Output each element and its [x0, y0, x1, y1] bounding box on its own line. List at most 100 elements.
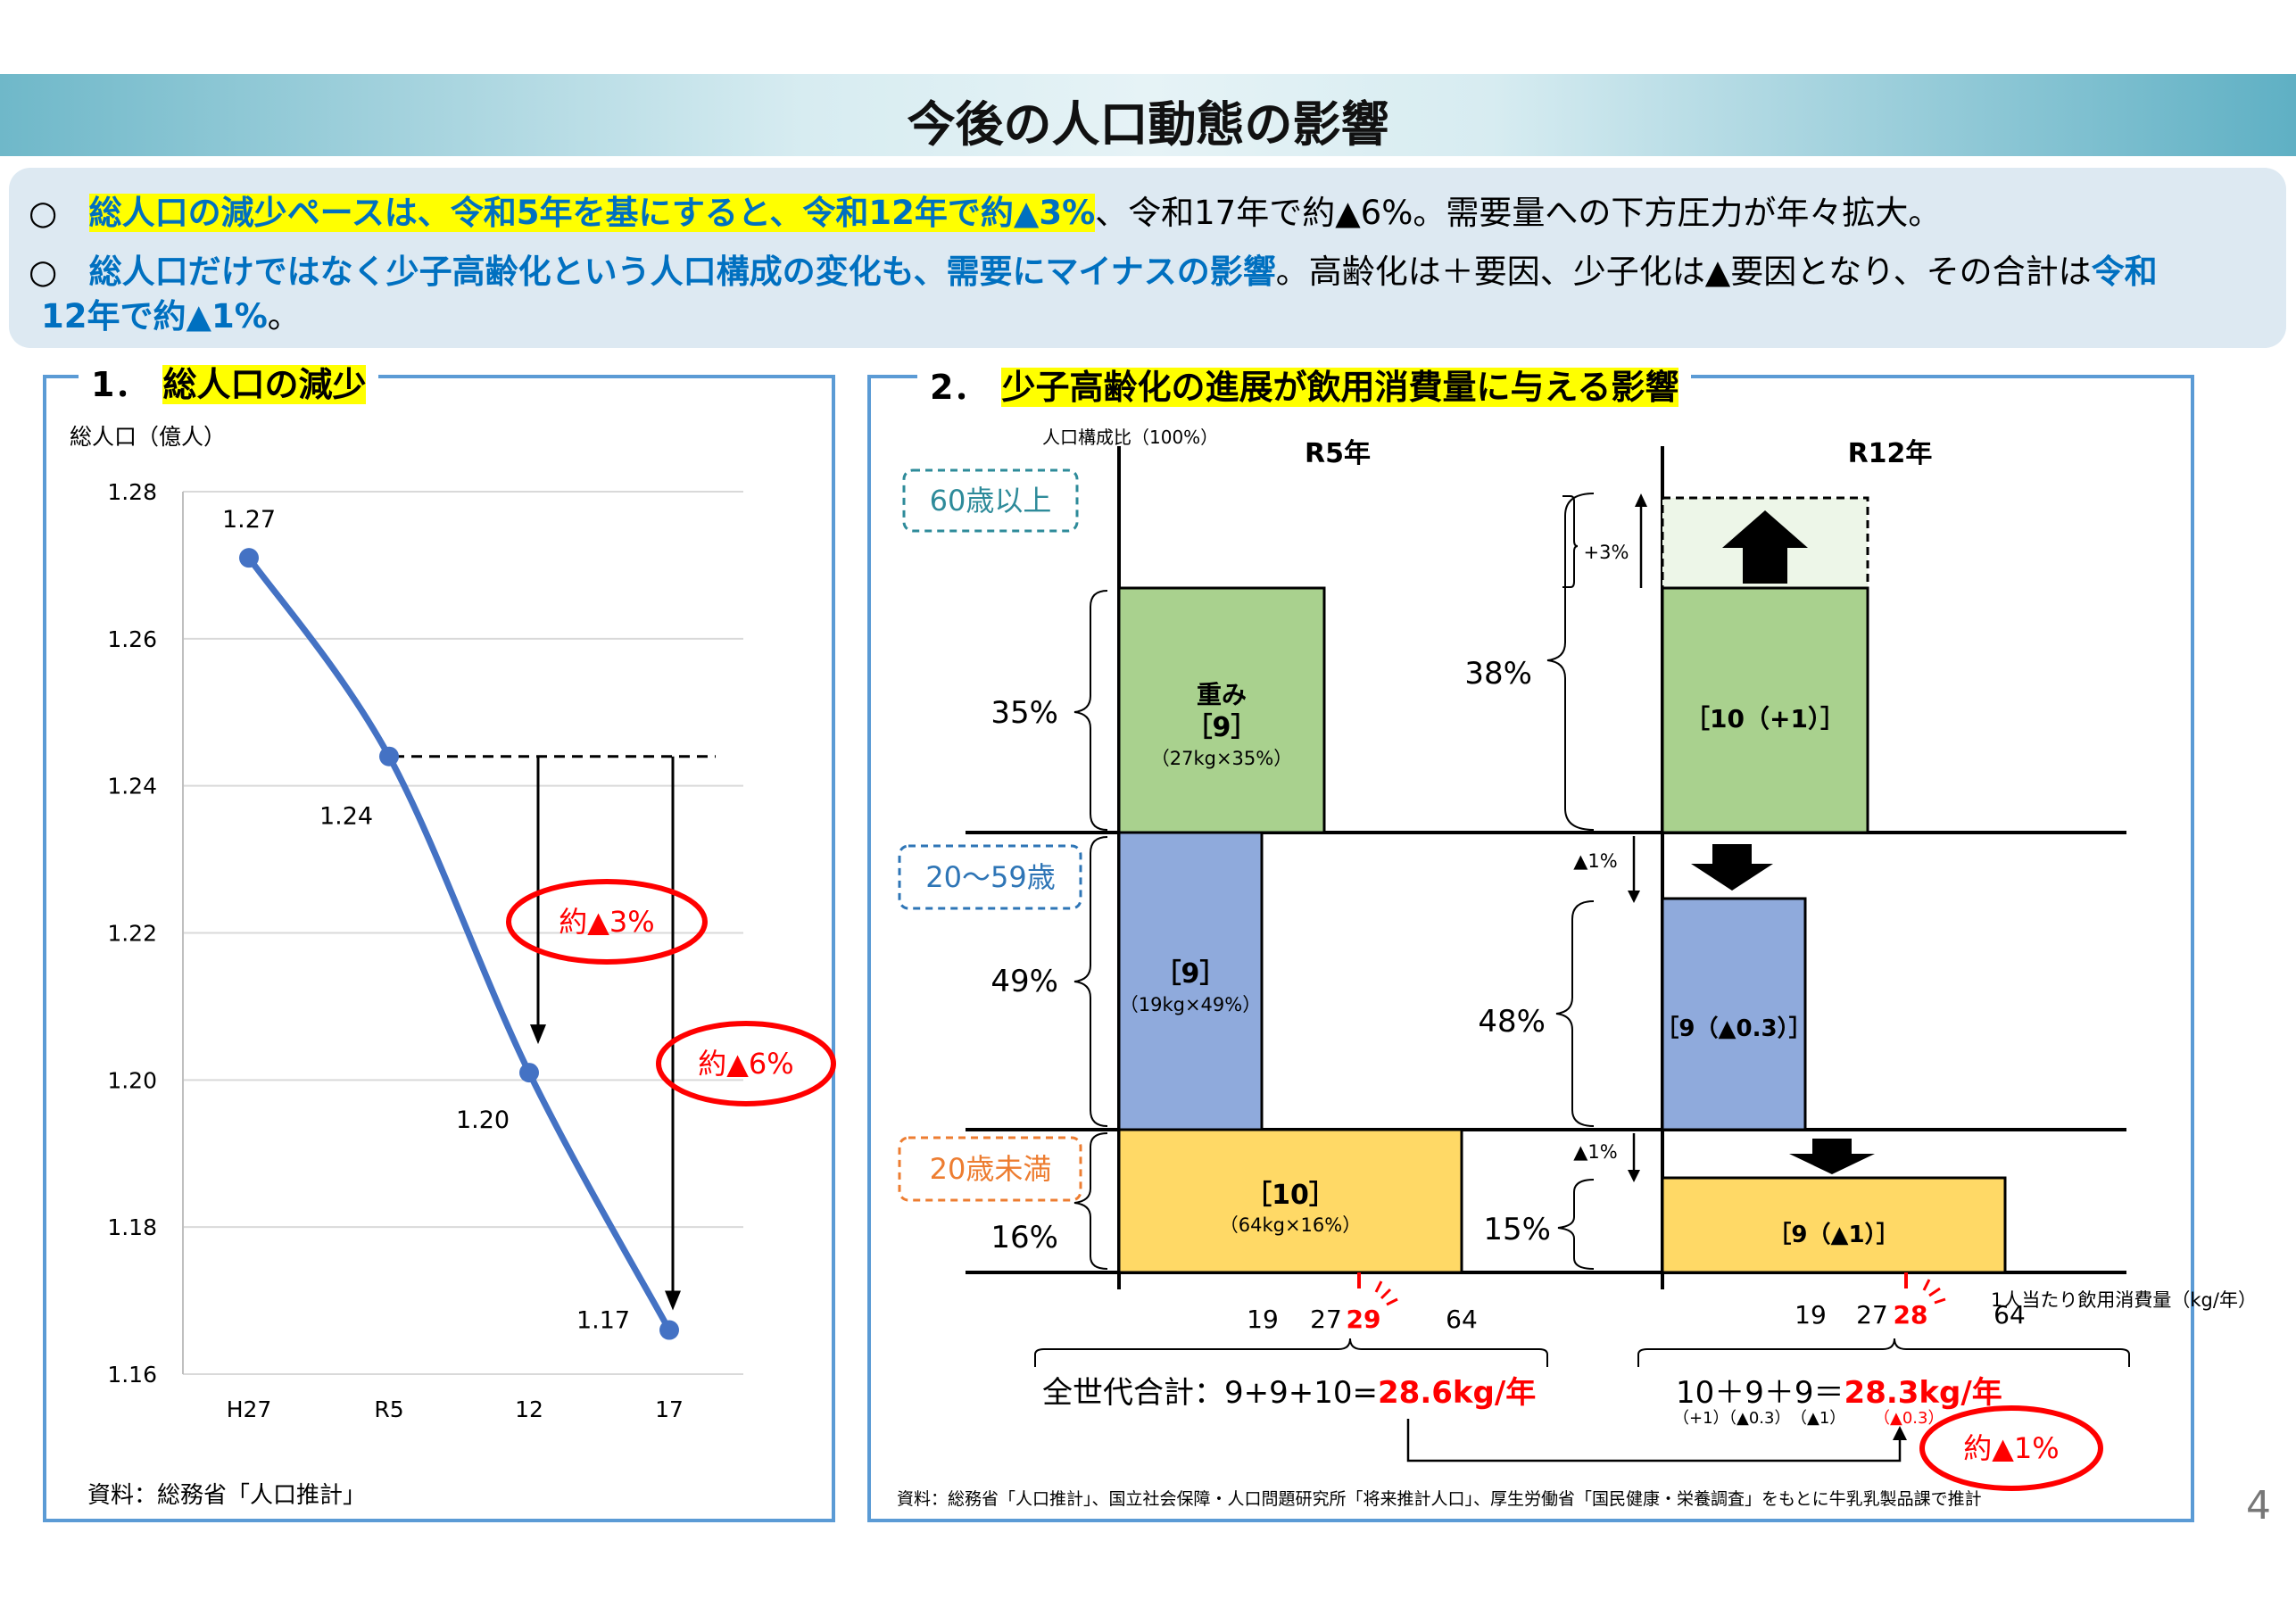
tick-r12-64: 64: [1993, 1300, 2026, 1330]
change-20to59: ▲1%: [1573, 850, 1617, 872]
page-number: 4: [2246, 1483, 2271, 1529]
share-r12-60plus: 38%: [1464, 656, 1532, 692]
age-tag-under20: [898, 1136, 1082, 1202]
annotation-1pct: 約▲1%: [1963, 1431, 2059, 1465]
consumption-axis-label: 1人当たり飲用消費量（kg/年）: [1991, 1289, 2257, 1311]
summary-bullet-1: ○ 総人口の減少ペースは、令和5年を基にすると、令和12年で約▲3%、令和17年…: [29, 187, 1941, 238]
bullet-2-tail-a: 令和: [2091, 253, 2158, 291]
age-tag-20to59-label: 20～59歳: [925, 860, 1055, 894]
bullet-2-text: 。高齢化は＋要因、少子化は▲要因となり、その合計は: [1275, 253, 2092, 291]
change-arrowhead-down-icon: [1628, 1170, 1640, 1182]
drop-arrowhead-12: [530, 1024, 546, 1045]
y-tick-label: 1.20: [107, 1067, 157, 1093]
bar-r12-under20-label: ［9（▲1）］: [1768, 1222, 1899, 1248]
bullet-2-highlight: 総人口だけではなく少子高齢化という人口構成の変化も、需要にマイナスの影響: [88, 253, 1276, 291]
x-tick-label: 12: [515, 1396, 543, 1422]
total-r12-note-2: （▲0.3）: [1720, 1409, 1790, 1428]
data-label: 1.17: [576, 1307, 630, 1335]
tick-r12-28: 28: [1894, 1300, 1928, 1330]
bar-r5-20to59-sub: （19kg×49%）: [1120, 994, 1261, 1015]
age-tag-under20-label: 20歳未満: [930, 1152, 1052, 1186]
brace-r12-under20: [1557, 1179, 1595, 1270]
total-r5: 全世代合計：9+9+10=28.6kg/年: [1042, 1375, 1536, 1411]
decrease-arrow-icon: [1691, 844, 1773, 891]
decrease-arrow-icon: [1789, 1139, 1875, 1174]
data-label: 1.24: [319, 803, 373, 831]
source-note-1: 資料：総務省「人口推計」: [87, 1482, 366, 1509]
bullet-2-tail-b: 12年で約▲1%: [41, 297, 268, 336]
share-r12-20to59: 48%: [1478, 1004, 1546, 1040]
y-tick-label: 1.28: [107, 479, 157, 505]
comparison-arrowhead-icon: [1893, 1426, 1907, 1440]
total-r12-note-1: （+1）: [1673, 1409, 1729, 1428]
change-under20: ▲1%: [1573, 1141, 1617, 1163]
bar-r5-under20: [1117, 1128, 1463, 1274]
title-banner: 今後の人口動態の影響: [0, 74, 2296, 156]
total-r12: 10＋9＋9＝28.3kg/年: [1676, 1375, 2002, 1411]
brace-total-r12: [1637, 1338, 2130, 1367]
bullet-mark: ○: [29, 253, 58, 291]
brace-r5-60plus: [1073, 590, 1108, 831]
age-tag-60plus: [902, 468, 1079, 533]
panel-population: [43, 375, 835, 1522]
bullet-mark: ○: [29, 194, 58, 232]
bar-r5-60plus: [1117, 586, 1326, 834]
page-title: 今後の人口動態の影響: [907, 96, 1389, 153]
y-tick-label: 1.26: [107, 626, 157, 652]
annotation-6pct: 約▲6%: [698, 1047, 793, 1081]
x-tick-label: R5: [374, 1396, 403, 1422]
share-r12-under20: 15%: [1483, 1212, 1551, 1247]
brace-r12-60plus: [1546, 493, 1595, 831]
bar-r5-60plus-sub: （27kg×35%）: [1151, 748, 1292, 769]
sparkle-icon: [1922, 1279, 1946, 1305]
bar-r12-60plus-label: ［10（+1）］: [1685, 704, 1845, 733]
bar-r5-60plus-label: ［9］: [1186, 712, 1258, 743]
y-axis-label: 総人口（億人）: [70, 424, 226, 450]
bar-r12-20to59-label: ［9（▲0.3）］: [1655, 1015, 1811, 1042]
annotation-3pct: 約▲3%: [559, 905, 654, 939]
data-point: [239, 548, 259, 568]
section-2-title: 2． 少子高齢化の進展が飲用消費量に与える影響: [917, 360, 1692, 409]
share-axis-label: 人口構成比（100%）: [1042, 427, 1218, 448]
y-tick-label: 1.16: [107, 1362, 157, 1388]
bar-r5-20to59-label: ［9］: [1155, 958, 1227, 990]
bar-r5-under20-label: ［10］: [1245, 1180, 1336, 1211]
annotation-ellipse-6pct: [656, 1021, 836, 1106]
age-tag-20to59: [898, 844, 1082, 910]
source-note-2: 資料：総務省「人口推計」、国立社会保障・人口問題研究所「将来推計人口」、厚生労働…: [897, 1489, 1982, 1509]
annotation-ellipse-1pct: [1919, 1405, 2103, 1491]
bullet-1-highlight: 総人口の減少ペースは、令和5年を基にすると、令和12年で約▲3%: [88, 194, 1096, 232]
bar-r5-20to59: [1117, 831, 1264, 1131]
share-r5-under20: 16%: [991, 1220, 1058, 1255]
data-point: [379, 746, 399, 766]
section-1-number: 1．: [91, 365, 149, 404]
annotation-ellipse-3pct: [506, 879, 708, 965]
drop-arrowhead-17: [665, 1290, 681, 1311]
bar-r5-under20-sub: （64kg×16%）: [1220, 1214, 1361, 1236]
section-2-label: 少子高齢化の進展が飲用消費量に与える影響: [1001, 368, 1679, 407]
data-point: [659, 1320, 679, 1340]
tick-r12-27: 27: [1856, 1300, 1888, 1330]
tick-r12-19: 19: [1795, 1300, 1827, 1330]
change-arrowhead-down-icon: [1628, 891, 1640, 903]
change-arrowhead-up-icon: [1635, 493, 1647, 507]
bar-r12-60plus: [1661, 586, 1869, 834]
tick-r5-29: 29: [1347, 1305, 1381, 1334]
x-tick-label: H27: [227, 1396, 272, 1422]
brace-total-r5: [1034, 1338, 1548, 1367]
data-label: 1.27: [222, 506, 276, 534]
sparkle-icon: [1374, 1280, 1398, 1306]
total-r12-note-4: （▲0.3）: [1874, 1409, 1944, 1428]
section-2-number: 2．: [930, 368, 988, 407]
summary-bullet-2-cont: 12年で約▲1%。: [41, 291, 301, 342]
bar-r12-under20: [1661, 1176, 2007, 1274]
panel-r5-title: R5年: [1305, 438, 1371, 469]
bar-r12-20to59: [1661, 897, 1807, 1131]
data-point: [519, 1063, 539, 1083]
summary-bullet-2: ○ 総人口だけではなく少子高齢化という人口構成の変化も、需要にマイナスの影響。高…: [29, 246, 2158, 297]
total-r12-note-3: （▲1）: [1791, 1409, 1845, 1428]
brace-r5-under20: [1073, 1132, 1108, 1270]
brace-r5-20to59: [1073, 836, 1108, 1127]
